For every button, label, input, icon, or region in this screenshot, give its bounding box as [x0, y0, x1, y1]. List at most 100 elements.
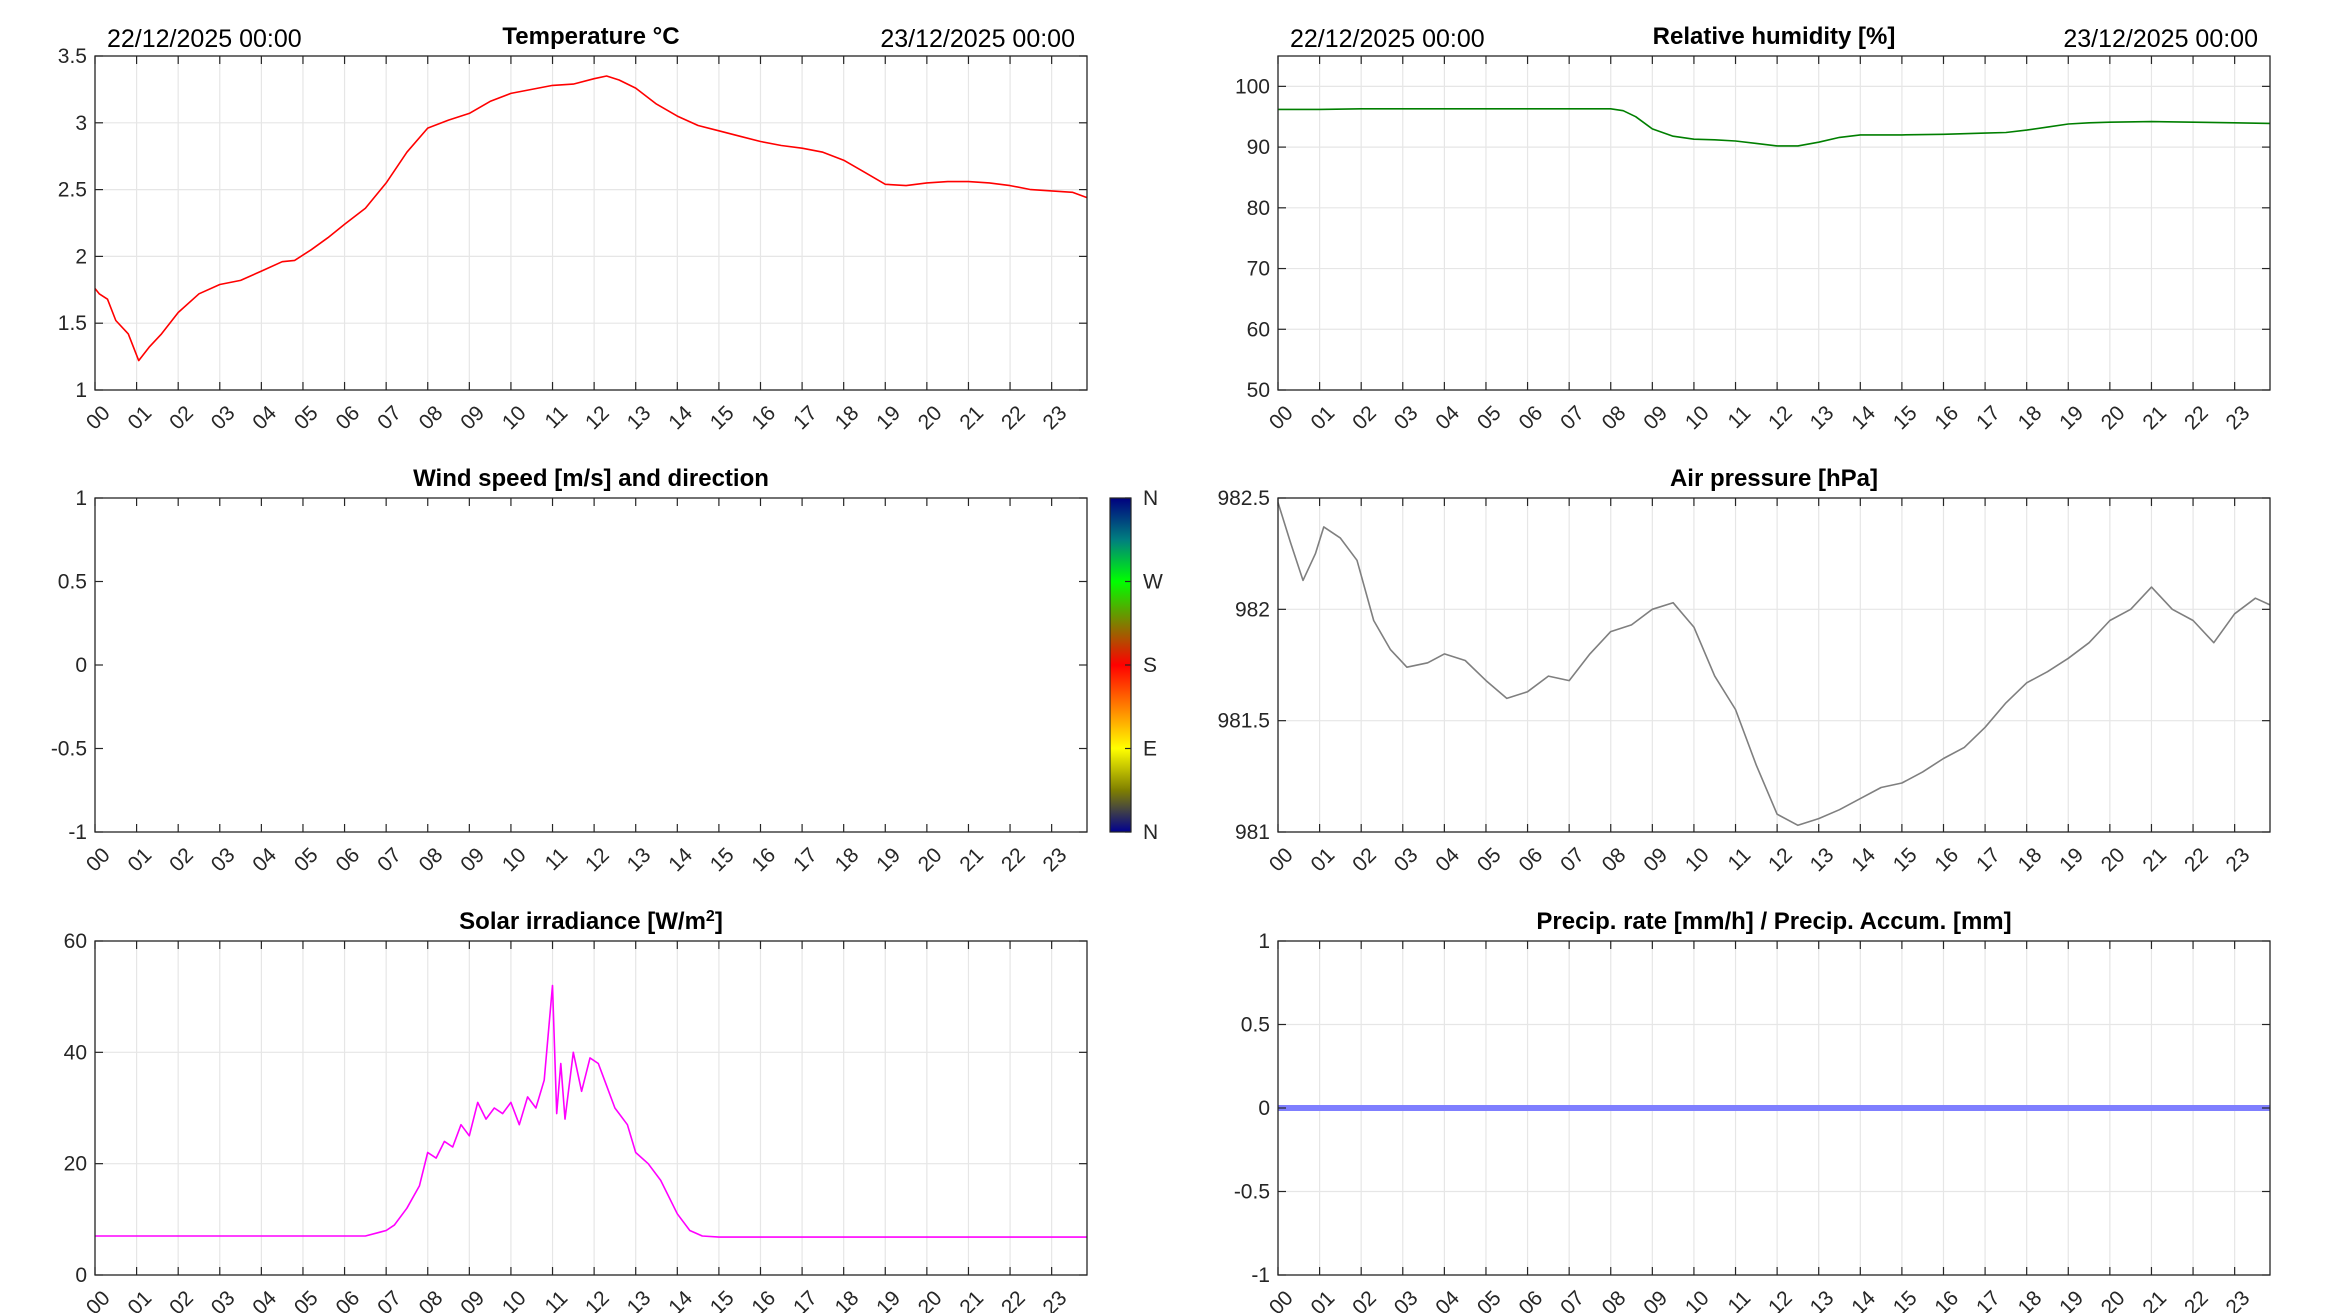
pressure-ytick-label: 982 [1235, 598, 1270, 621]
humidity-xtick-label: 00 [1265, 401, 1298, 434]
humidity-axes-box [1277, 55, 2271, 391]
wind-xtick-label: 11 [541, 843, 573, 875]
solar-axes-box [94, 940, 1088, 1276]
precip-xtick-label: 02 [1348, 1286, 1381, 1313]
temperature-ytick-label: 3.5 [58, 45, 87, 68]
humidity-xtick-label: 13 [1806, 401, 1839, 434]
solar-title: Solar irradiance [W/m2] [459, 908, 723, 936]
temperature-xtick-label: 02 [165, 401, 198, 434]
temperature-ytick-label: 2 [75, 245, 87, 268]
wind-plot-area [95, 498, 1087, 832]
solar-ytick-label: 40 [64, 1041, 87, 1064]
precip-xtick-label: 04 [1431, 1286, 1464, 1313]
precip-xtick-label: 22 [2180, 1286, 2213, 1313]
precip-xtick-label: 11 [1724, 1286, 1756, 1313]
solar-xtick-label: 05 [290, 1286, 323, 1313]
humidity-xtick-label: 20 [2097, 401, 2130, 434]
precip-xtick-label: 23 [2222, 1286, 2255, 1313]
solar-xtick-label: 01 [124, 1286, 157, 1313]
pressure-xtick-label: 03 [1390, 843, 1423, 876]
precip-chart: 00 01 02 03 04 05 06 07 08 09 10 11 12 13 14 15 16 17 18 19… [1234, 908, 2271, 1313]
pressure-xtick-label: 08 [1598, 843, 1631, 876]
solar-xtick-label: 19 [872, 1286, 905, 1313]
pressure-xtick-label: 05 [1473, 843, 1506, 876]
wind-xtick-label: 15 [706, 843, 739, 876]
pressure-xtick-label: 06 [1515, 843, 1548, 876]
wind-xtick-label: 12 [581, 843, 614, 876]
solar-xtick-label: 00 [82, 1286, 115, 1313]
precip-ytick-label: -0.5 [1234, 1181, 1270, 1204]
solar-ytick-label: 0 [75, 1264, 87, 1287]
pressure-xtick-label: 14 [1847, 843, 1880, 876]
wind-xtick-label: 18 [831, 843, 864, 876]
solar-chart: 00 01 02 03 04 05 06 07 08 09 10 11 12 13 14 15 16 17 18 19… [64, 908, 1088, 1313]
solar-xtick-label: 10 [498, 1286, 531, 1313]
temperature-plot-area [95, 56, 1087, 390]
temperature-xtick-label: 20 [914, 401, 947, 434]
pressure-ytick-label: 981 [1235, 821, 1270, 844]
temperature-xtick-label: 14 [664, 401, 697, 434]
temperature-ytick-label: 1.5 [58, 312, 87, 335]
pressure-xtick-label: 19 [2055, 843, 2088, 876]
humidity-xtick-label: 02 [1348, 401, 1381, 434]
humidity-xtick-label: 12 [1764, 401, 1797, 434]
precip-xtick-label: 14 [1847, 1286, 1880, 1313]
humidity-ytick-label: 90 [1247, 136, 1270, 159]
precip-xtick-label: 09 [1639, 1286, 1672, 1313]
humidity-xtick-label: 06 [1515, 401, 1548, 434]
temperature-xtick-label: 17 [789, 401, 822, 434]
humidity-xtick-label: 03 [1390, 401, 1423, 434]
humidity-plot-area [1278, 56, 2270, 390]
precip-xtick-label: 06 [1515, 1286, 1548, 1313]
wind-xtick-label: 23 [1039, 843, 1072, 876]
colorbar-label: N [1143, 821, 1158, 844]
pressure-xtick-label: 04 [1431, 843, 1464, 876]
temperature-xtick-label: 07 [373, 401, 406, 434]
temperature-xtick-label: 15 [706, 401, 739, 434]
solar-xtick-label: 16 [747, 1286, 780, 1313]
wind-ytick-label: 0 [75, 654, 87, 677]
temperature-xtick-label: 13 [623, 401, 656, 434]
wind-xtick-label: 22 [997, 843, 1030, 876]
humidity-xtick-label: 19 [2055, 401, 2088, 434]
wind-ytick-label: 1 [75, 487, 87, 510]
wind-ytick-label: -0.5 [51, 738, 87, 761]
temperature-xtick-label: 11 [541, 401, 573, 433]
solar-xtick-label: 12 [581, 1286, 614, 1313]
temperature-date-start: 22/12/2025 00:00 [107, 25, 302, 53]
wind-xtick-label: 13 [623, 843, 656, 876]
precip-xtick-label: 15 [1889, 1286, 1922, 1313]
temperature-axes-box [94, 55, 1088, 391]
pressure-ytick-label: 981.5 [1217, 710, 1270, 733]
precip-title: Precip. rate [mm/h] / Precip. Accum. [mm… [1536, 908, 2011, 935]
wind-xtick-label: 03 [207, 843, 240, 876]
solar-series-line [95, 984, 1087, 1238]
pressure-chart: 00 01 02 03 04 05 06 07 08 09 10 11 12 13 14 15 16 17 18 19… [1217, 465, 2271, 876]
temperature-title: Temperature °C [502, 23, 679, 50]
solar-title-end: ] [715, 908, 723, 935]
wind-xtick-label: 09 [456, 843, 489, 876]
pressure-xtick-label: 13 [1806, 843, 1839, 876]
pressure-xtick-label: 22 [2180, 843, 2213, 876]
humidity-xtick-label: 18 [2014, 401, 2047, 434]
pressure-series-line [1277, 502, 2271, 827]
wind-xtick-label: 08 [415, 843, 448, 876]
humidity-xtick-label: 11 [1724, 401, 1756, 433]
solar-xtick-label: 22 [997, 1286, 1030, 1313]
wind-xtick-label: 07 [373, 843, 406, 876]
colorbar-label: N [1143, 487, 1158, 510]
pressure-xtick-label: 11 [1724, 843, 1756, 875]
solar-xtick-label: 09 [456, 1286, 489, 1313]
humidity-xtick-label: 17 [1972, 401, 2005, 434]
wind-xtick-label: 00 [82, 843, 115, 876]
precip-xtick-label: 21 [2138, 1286, 2171, 1313]
temperature-chart: 00 01 02 03 04 05 06 07 08 09 10 11 12 13 14 15 16 17 18 19… [58, 23, 1088, 434]
humidity-date-start: 22/12/2025 00:00 [1290, 25, 1485, 53]
humidity-xtick-label: 23 [2222, 401, 2255, 434]
humidity-ytick-label: 100 [1235, 75, 1270, 98]
solar-ytick-label: 20 [64, 1153, 87, 1176]
temperature-xtick-label: 04 [248, 401, 281, 434]
precip-xtick-label: 17 [1972, 1286, 2005, 1313]
humidity-date-end: 23/12/2025 00:00 [2063, 25, 2258, 53]
